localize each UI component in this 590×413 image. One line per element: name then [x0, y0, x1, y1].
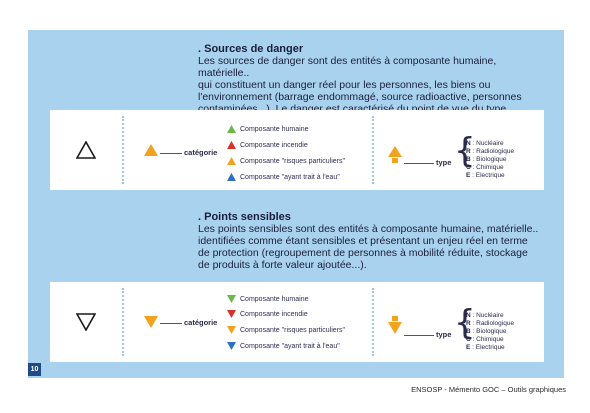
- legend-item: Composante "risques particuliers": [227, 326, 345, 334]
- footer-text: ENSOSP - Mémento GOC – Outils graphiques: [411, 385, 566, 394]
- red-inverted-triangle-icon: [227, 310, 236, 318]
- orange-inverted-triangle-icon: [227, 326, 236, 334]
- green-triangle-icon: [227, 125, 236, 133]
- legend-item: Composante "risques particuliers": [227, 157, 345, 165]
- orange-inverted-triangle-type-icon: [388, 316, 402, 334]
- triangle-down-icon: [76, 313, 96, 331]
- connector-line: [404, 335, 434, 336]
- brace: {: [454, 131, 476, 171]
- divider: [372, 116, 374, 184]
- green-inverted-triangle-icon: [227, 295, 236, 303]
- connector-line: [404, 163, 434, 164]
- orange-triangle-type-icon: [388, 146, 402, 163]
- divider: [122, 116, 124, 184]
- blue-triangle-icon: [227, 173, 236, 181]
- legend-item: Composante humaine: [227, 295, 309, 303]
- sources-symbol-cell: [50, 110, 122, 190]
- type-list: N : Nucléaire R : Radiologique B : Biolo…: [466, 140, 515, 179]
- brace: {: [454, 303, 476, 343]
- type-label: type: [436, 330, 452, 339]
- divider: [372, 288, 374, 356]
- page-number: 10: [28, 363, 41, 376]
- sensibles-text: . Points sensibles Les points sensibles …: [198, 211, 548, 271]
- red-triangle-icon: [227, 141, 236, 149]
- type-list: N : Nucléaire R : Radiologique B : Biolo…: [466, 312, 515, 351]
- divider: [122, 288, 124, 356]
- sources-title: . Sources de danger: [198, 43, 304, 55]
- legend-item: Composante "ayant trait à l'eau": [227, 342, 340, 350]
- type-label: type: [436, 158, 452, 167]
- sensibles-title: . Points sensibles: [198, 211, 291, 223]
- triangle-up-icon: [76, 141, 96, 159]
- connector-line: [160, 323, 182, 324]
- sources-text: . Sources de danger Les sources de dange…: [198, 43, 548, 115]
- orange-inverted-triangle-icon: [144, 316, 158, 328]
- category-label: catégorie: [184, 318, 218, 327]
- orange-triangle-icon: [144, 144, 158, 156]
- legend-item: Composante "ayant trait à l'eau": [227, 173, 340, 181]
- legend-item: Composante humaine: [227, 125, 309, 133]
- sensibles-card: catégorie Composante humaine Composante …: [50, 282, 544, 362]
- legend-item: Composante incendie: [227, 310, 308, 318]
- legend-item: Composante incendie: [227, 141, 308, 149]
- sensibles-body: Les points sensibles sont des entités à …: [198, 223, 539, 271]
- blue-inverted-triangle-icon: [227, 342, 236, 350]
- category-label: catégorie: [184, 148, 218, 157]
- sources-body: Les sources de danger sont des entités à…: [198, 55, 522, 115]
- sensibles-symbol-cell: [50, 282, 122, 362]
- sources-card: catégorie Composante humaine Composante …: [50, 110, 544, 190]
- connector-line: [160, 153, 182, 154]
- orange-triangle-icon: [227, 157, 236, 165]
